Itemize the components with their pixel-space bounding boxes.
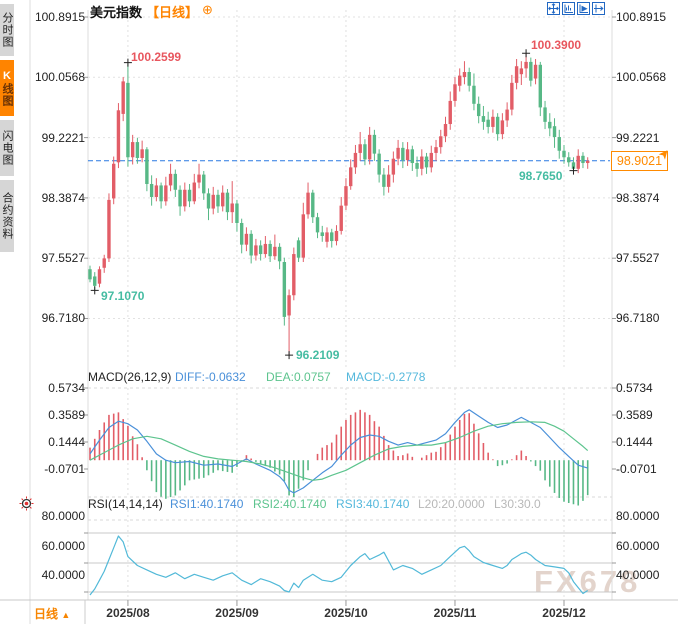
x-axis-date: 2025/09: [215, 606, 259, 620]
instrument-title: 美元指数: [90, 5, 143, 20]
y-axis-label: 100.8915: [34, 10, 85, 24]
rsi-l30-value: L30:30.0: [494, 497, 541, 511]
x-axis-date: 2025/08: [106, 606, 150, 620]
y-axis-label: 99.2221: [41, 131, 85, 145]
current-price-box: 98.9021: [611, 151, 668, 171]
y-axis-label: 100.8915: [616, 10, 667, 24]
rsi-axis-label: 80.0000: [41, 509, 85, 523]
y-axis-label: 96.7180: [41, 311, 85, 325]
rsi-l20-value: L20:20.0000: [418, 497, 485, 511]
macd-diff-value: DIFF:-0.0632: [175, 370, 246, 384]
marked-high-label: 100.2599: [131, 50, 182, 64]
pan-crosshair-icon[interactable]: [547, 2, 560, 15]
indicator-target-icon[interactable]: [19, 496, 34, 516]
x-axis-date: 2025/10: [324, 606, 368, 620]
marked-low-label: 97.1070: [101, 289, 145, 303]
y-axis-label: 97.5527: [616, 251, 660, 265]
macd-dea-value: DEA:0.0757: [266, 370, 331, 384]
x-axis-date: 2025/11: [433, 606, 477, 620]
rsi-title: RSI(14,14,14): [88, 497, 163, 511]
sidebar-tab-time-chart[interactable]: 分时图: [0, 4, 14, 56]
y-axis-label: 100.0568: [616, 70, 667, 84]
period-tag: 【日线】: [146, 5, 199, 20]
marked-low-label: 98.7650: [519, 169, 563, 183]
macd-axis-label: 0.3589: [48, 408, 85, 422]
macd-axis-label: 0.1444: [616, 435, 653, 449]
macd-axis-label: -0.0701: [616, 462, 657, 476]
macd-axis-label: 0.5734: [48, 381, 85, 395]
chart-axis-icon[interactable]: [562, 2, 575, 15]
y-axis-label: 98.3874: [616, 191, 660, 205]
period-selector-label: 日线: [34, 607, 59, 621]
rsi-axis-label: 60.0000: [41, 539, 85, 553]
rsi-axis-label: 60.0000: [616, 539, 660, 553]
chart-play-icon[interactable]: [577, 2, 590, 15]
marked-high-label: 100.3900: [531, 38, 582, 52]
rsi-axis-label: 40.0000: [41, 568, 85, 582]
fx678-watermark: FX678: [534, 564, 641, 599]
y-axis-label: 99.2221: [616, 131, 660, 145]
macd-value: MACD:-0.2778: [346, 370, 426, 384]
macd-axis-label: 0.1444: [48, 435, 85, 449]
sidebar-tab-kline-chart[interactable]: K线图: [0, 60, 14, 116]
macd-axis-label: -0.0701: [44, 462, 85, 476]
add-indicator-icon[interactable]: ⊕: [202, 2, 213, 17]
macd-axis-label: 0.3589: [616, 408, 653, 422]
y-axis-label: 100.0568: [34, 70, 85, 84]
rsi3-value: RSI3:40.1740: [336, 497, 410, 511]
sidebar-tab-lightning-chart[interactable]: 闪电图: [0, 120, 14, 176]
rsi-axis-label: 40.0000: [616, 568, 660, 582]
macd-title: MACD(26,12,9): [88, 370, 172, 384]
sidebar-tab-contract-info[interactable]: 合约资料: [0, 180, 14, 252]
chevron-up-icon: ▲: [61, 610, 71, 620]
y-axis-label: 96.7180: [616, 311, 660, 325]
period-selector-button[interactable]: 日线 ▲: [34, 605, 70, 622]
shift-right-icon[interactable]: [592, 2, 605, 15]
x-axis-date: 2025/12: [542, 606, 586, 620]
macd-axis-label: 0.5734: [616, 381, 653, 395]
rsi1-value: RSI1:40.1740: [170, 497, 244, 511]
rsi2-value: RSI2:40.1740: [253, 497, 327, 511]
rsi-axis-label: 80.0000: [616, 509, 660, 523]
y-axis-label: 98.3874: [41, 191, 85, 205]
marked-low-label: 96.2109: [296, 348, 340, 362]
y-axis-label: 97.5527: [41, 251, 85, 265]
